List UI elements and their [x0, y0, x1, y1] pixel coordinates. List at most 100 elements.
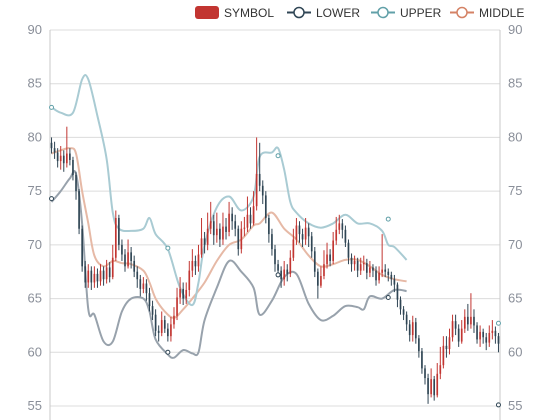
candle-body [197, 254, 200, 267]
candle-body [436, 373, 439, 396]
candle-body [414, 322, 417, 339]
candle-body [255, 173, 258, 207]
candle-body [411, 322, 414, 336]
candle-body [99, 270, 102, 282]
candle-body [491, 330, 494, 333]
candle-body [283, 269, 286, 280]
candle-body [200, 238, 203, 255]
candle-body [75, 175, 77, 192]
candle-body [393, 279, 396, 285]
candle-body [359, 264, 362, 271]
y-tick-label-right: 55 [508, 398, 522, 413]
candle-body [381, 269, 383, 273]
candle-body [418, 338, 420, 352]
candle-body [369, 267, 371, 273]
candle-body [185, 289, 188, 299]
candle-body [170, 324, 172, 337]
candle-body [215, 228, 218, 236]
candle-body [405, 314, 408, 325]
y-tick-label-right: 60 [508, 344, 522, 359]
candle-body [212, 221, 215, 236]
candle-body [442, 345, 445, 366]
candle-body [362, 263, 365, 265]
candle-body [399, 299, 402, 310]
candle-body [72, 159, 74, 176]
candle-body [173, 315, 175, 325]
candle-body [445, 345, 448, 350]
candle-body [396, 284, 399, 300]
legend[interactable]: SYMBOL LOWER UPPER MIDDLE [195, 6, 524, 20]
candle-body [402, 309, 405, 315]
band-marker [165, 245, 171, 251]
candle-body [203, 238, 206, 245]
y-tick-label-right: 65 [508, 291, 522, 306]
legend-swatch-circle [377, 6, 389, 19]
candle-body [298, 225, 301, 235]
candle-body [81, 228, 83, 267]
candle-body [326, 254, 328, 265]
candle-body [497, 336, 500, 344]
candle-body [114, 218, 117, 258]
candle-body [160, 320, 163, 333]
y-tick-label-left: 75 [28, 183, 42, 198]
candle-body [148, 293, 151, 307]
candle-body [268, 218, 270, 235]
candle-body [356, 260, 359, 271]
candle-body [494, 330, 497, 337]
legend-item-upper[interactable]: UPPER [371, 6, 442, 20]
candle-body [191, 260, 194, 271]
candle-body [421, 351, 423, 369]
candle-body [353, 260, 356, 265]
candle-body [289, 257, 292, 274]
candle-body [111, 257, 114, 278]
y-tick-label-left: 70 [28, 237, 42, 252]
legend-item-lower[interactable]: LOWER [287, 6, 360, 20]
candle-body [231, 213, 233, 222]
y-tick-label-left: 55 [28, 398, 42, 413]
candle-body [427, 378, 429, 395]
candle-body [304, 227, 307, 240]
candle-body [222, 226, 224, 240]
candle-body [139, 279, 142, 289]
y-tick-label-right: 75 [508, 183, 522, 198]
candle-body [228, 213, 230, 232]
grid-lines [49, 29, 501, 420]
candle-body [485, 337, 488, 343]
band-marker [385, 216, 391, 222]
candle-body [252, 206, 255, 224]
band-marker [49, 196, 55, 202]
candle-body [307, 227, 310, 237]
legend-item-middle[interactable]: MIDDLE [450, 6, 524, 20]
upper-band-line [50, 74, 408, 306]
candle-body [317, 271, 319, 286]
candle-body [78, 191, 80, 229]
y-tick-label-right: 85 [508, 76, 522, 91]
y-tick-label-right: 90 [508, 22, 522, 37]
candle-body [341, 223, 344, 230]
y-tick-label-right: 70 [508, 237, 522, 252]
candle-body [118, 218, 120, 245]
candle-body [430, 379, 432, 395]
y-tick-label-left: 85 [28, 76, 42, 91]
candle-body [87, 270, 90, 283]
candle-body [243, 227, 246, 229]
candle-body [151, 306, 154, 315]
legend-swatch-box [195, 6, 219, 19]
y-axis-left: 55 60 65 70 75 80 85 90 [28, 22, 42, 413]
legend-item-symbol[interactable]: SYMBOL [195, 6, 274, 20]
candle-body [350, 257, 353, 265]
candle-body [467, 316, 469, 325]
candle-body [105, 267, 108, 280]
legend-label: LOWER [316, 6, 360, 20]
candle-body [206, 228, 209, 245]
candle-body [179, 288, 181, 298]
candle-body [375, 270, 377, 281]
y-tick-label-left: 80 [28, 129, 42, 144]
candle-body [258, 173, 261, 186]
y-tick-label-left: 60 [28, 344, 42, 359]
candle-body [387, 271, 390, 275]
y-tick-label-left: 90 [28, 22, 42, 37]
band-markers [49, 104, 501, 408]
